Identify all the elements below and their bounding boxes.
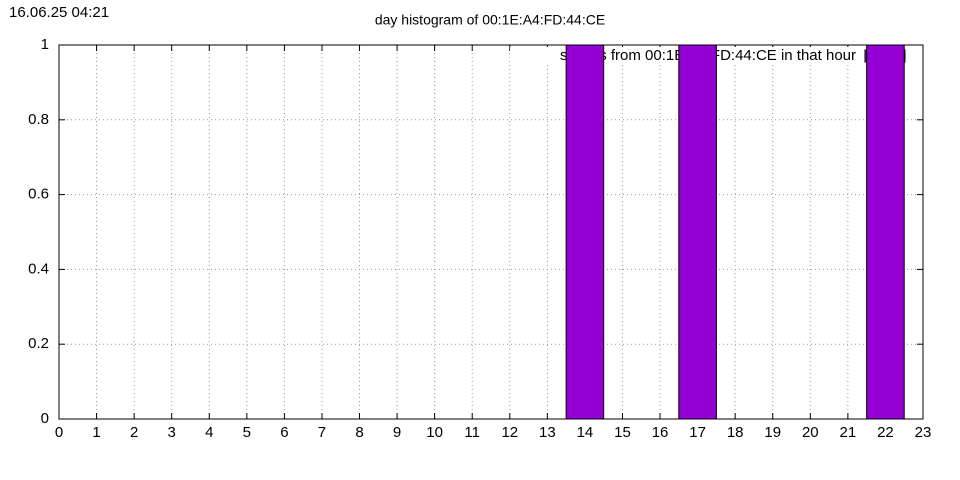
x-tick-label: 17 <box>689 424 706 441</box>
x-tick-label: 4 <box>205 424 213 441</box>
chart-title: day histogram of 00:1E:A4:FD:44:CE <box>375 12 605 28</box>
y-tick-label: 0.8 <box>28 111 49 128</box>
x-tick-label: 7 <box>318 424 326 441</box>
x-tick-label: 11 <box>464 424 480 441</box>
x-tick-label: 3 <box>168 424 176 441</box>
x-tick-label: 13 <box>539 424 556 441</box>
plot-border <box>58 44 924 420</box>
timestamp: 16.06.25 04:21 <box>9 4 109 21</box>
y-tick-label: 0.4 <box>28 260 49 277</box>
x-tick-label: 5 <box>243 424 251 441</box>
x-tick-label: 6 <box>280 424 288 441</box>
bar <box>866 44 905 420</box>
x-tick-label: 8 <box>355 424 363 441</box>
y-tick-label: 1 <box>41 36 49 53</box>
x-tick-label: 21 <box>840 424 857 441</box>
x-tick-label: 14 <box>577 424 594 441</box>
y-tick-label: 0 <box>41 410 49 427</box>
y-tick-label: 0.6 <box>28 186 49 203</box>
x-tick-label: 15 <box>614 424 631 441</box>
x-tick-label: 0 <box>55 424 63 441</box>
x-tick-label: 1 <box>92 424 100 441</box>
x-tick-label: 10 <box>426 424 443 441</box>
x-tick-label: 16 <box>652 424 669 441</box>
x-tick-label: 2 <box>130 424 138 441</box>
x-tick-label: 12 <box>501 424 518 441</box>
bar <box>565 44 605 420</box>
bar <box>678 44 717 420</box>
x-tick-label: 23 <box>915 424 932 441</box>
x-tick-label: 22 <box>877 424 894 441</box>
x-tick-label: 20 <box>802 424 819 441</box>
y-tick-label: 0.2 <box>28 335 49 352</box>
x-tick-label: 19 <box>764 424 781 441</box>
x-tick-label: 18 <box>727 424 744 441</box>
x-tick-label: 9 <box>393 424 401 441</box>
